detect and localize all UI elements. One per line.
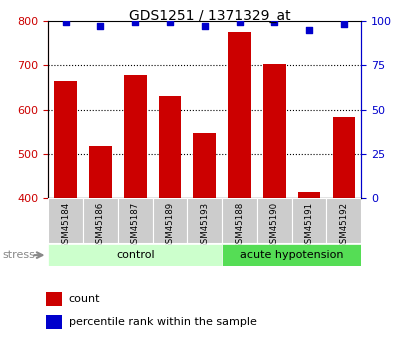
Point: [306, 27, 312, 32]
Bar: [326, 198, 361, 243]
Text: GDS1251 / 1371329_at: GDS1251 / 1371329_at: [129, 9, 291, 23]
Text: GSM45192: GSM45192: [339, 202, 348, 249]
Text: acute hypotension: acute hypotension: [240, 250, 344, 260]
Bar: [222, 244, 361, 266]
Bar: [46, 315, 62, 329]
Point: [271, 20, 278, 25]
Bar: [333, 117, 355, 198]
Text: GSM45191: GSM45191: [304, 202, 314, 249]
Text: GSM45188: GSM45188: [235, 202, 244, 249]
Bar: [257, 198, 291, 243]
Bar: [228, 32, 251, 198]
Text: GSM45184: GSM45184: [61, 202, 70, 249]
Text: GSM45190: GSM45190: [270, 202, 279, 249]
Text: control: control: [116, 250, 155, 260]
Bar: [222, 198, 257, 243]
Bar: [118, 198, 152, 243]
Bar: [83, 198, 118, 243]
Bar: [54, 81, 77, 198]
Point: [132, 20, 139, 25]
Text: stress: stress: [2, 250, 35, 260]
Bar: [48, 244, 222, 266]
Bar: [187, 198, 222, 243]
Bar: [48, 198, 83, 243]
Text: GSM45186: GSM45186: [96, 202, 105, 249]
Point: [236, 20, 243, 25]
Text: GSM45187: GSM45187: [131, 202, 140, 249]
Bar: [263, 64, 286, 198]
Text: GSM45189: GSM45189: [165, 202, 174, 249]
Text: GSM45193: GSM45193: [200, 202, 209, 249]
Point: [62, 20, 69, 25]
Point: [341, 21, 347, 27]
Bar: [291, 198, 326, 243]
Bar: [152, 198, 187, 243]
Point: [97, 23, 104, 29]
Point: [202, 23, 208, 29]
Bar: [194, 132, 216, 198]
Bar: [46, 292, 62, 306]
Bar: [298, 192, 320, 198]
Bar: [124, 75, 147, 198]
Bar: [89, 146, 112, 198]
Point: [167, 20, 173, 25]
Bar: [159, 96, 181, 198]
Text: percentile rank within the sample: percentile rank within the sample: [69, 317, 257, 327]
Text: count: count: [69, 294, 100, 304]
